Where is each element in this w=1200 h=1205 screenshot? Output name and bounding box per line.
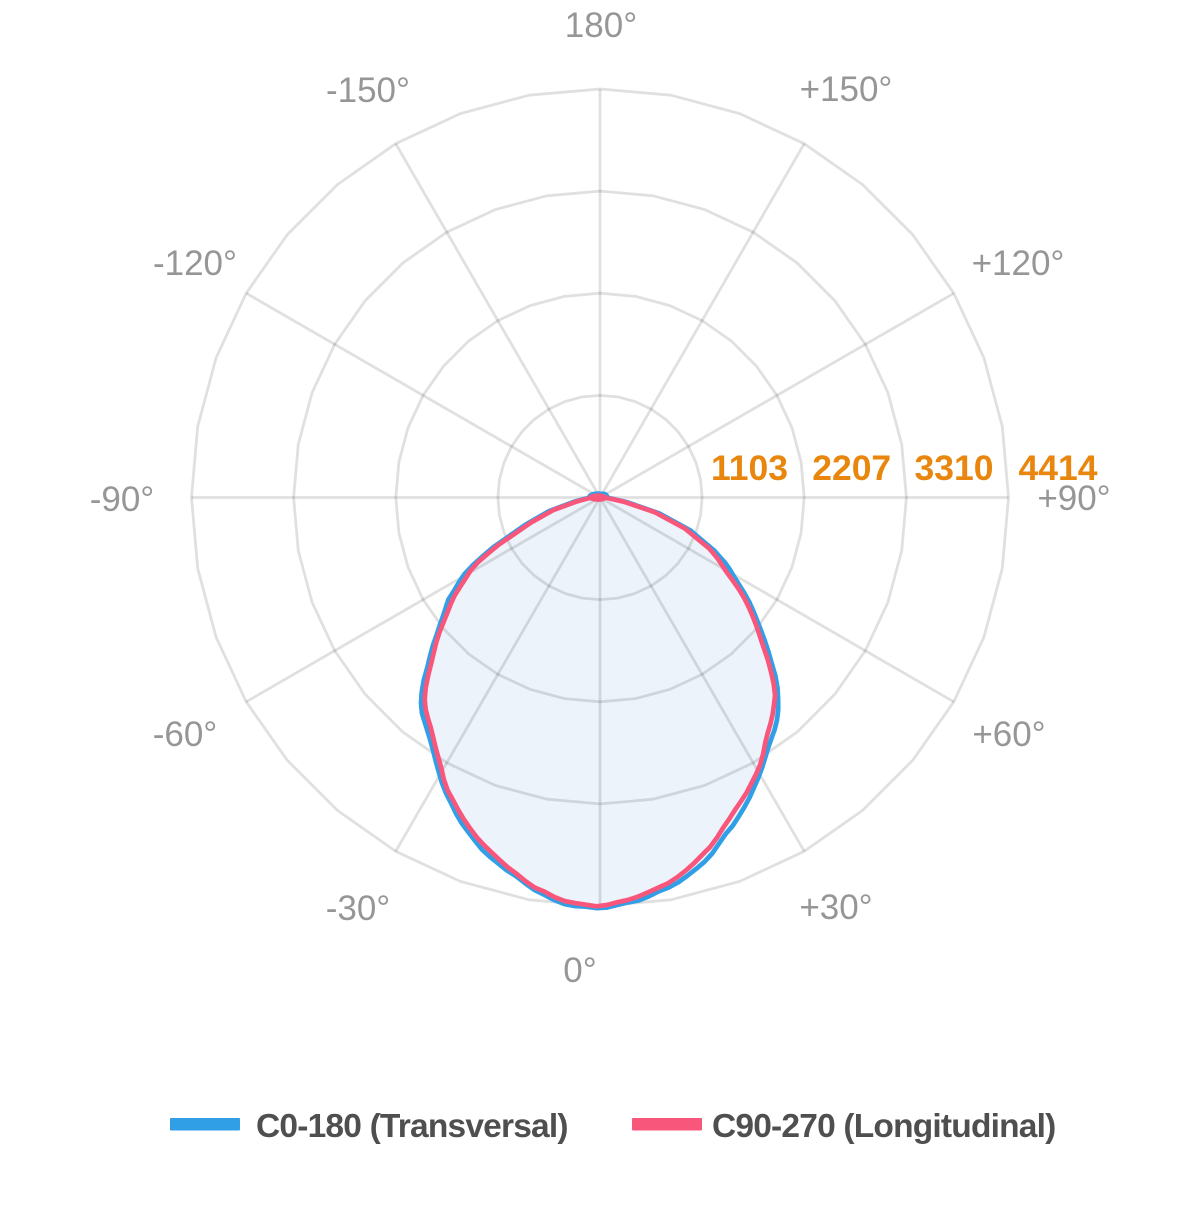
svg-text:C0-180 (Transversal): C0-180 (Transversal)	[256, 1108, 568, 1145]
svg-text:+150°: +150°	[800, 70, 893, 109]
svg-text:+90°: +90°	[1037, 479, 1110, 518]
svg-text:4414: 4414	[1019, 448, 1098, 488]
svg-text:+30°: +30°	[799, 888, 872, 927]
svg-text:2207: 2207	[812, 448, 891, 488]
svg-text:-60°: -60°	[153, 715, 218, 754]
svg-text:+60°: +60°	[972, 715, 1045, 754]
svg-text:3310: 3310	[915, 448, 994, 488]
svg-text:180°: 180°	[565, 6, 637, 45]
svg-text:-30°: -30°	[326, 889, 391, 928]
svg-text:-90°: -90°	[90, 480, 155, 519]
svg-text:0°: 0°	[563, 951, 596, 990]
svg-text:C90-270 (Longitudinal): C90-270 (Longitudinal)	[712, 1108, 1055, 1145]
svg-text:-120°: -120°	[153, 244, 237, 283]
svg-text:-150°: -150°	[326, 71, 410, 110]
svg-text:1103: 1103	[711, 448, 788, 488]
svg-text:+120°: +120°	[972, 244, 1065, 283]
